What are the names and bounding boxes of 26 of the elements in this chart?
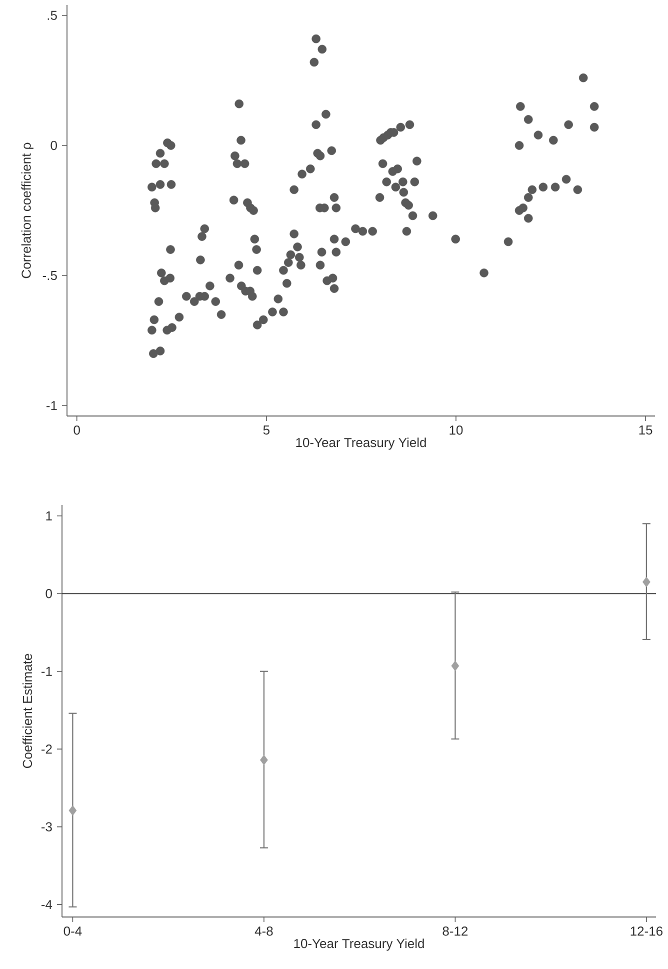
y-tick-label: -1 [46, 401, 57, 410]
y-tick-label: -4 [41, 900, 52, 910]
point [68, 805, 77, 816]
x-tick-label: 0-4 [64, 926, 82, 936]
x-tick-label: 0 [74, 426, 80, 435]
y-tick-label: -3 [41, 822, 52, 832]
y-tick-label: -1 [41, 666, 52, 676]
y-tick-label: -.5 [42, 270, 57, 280]
x-tick-label: 15 [639, 426, 652, 435]
x-axis-title: 10-Year Treasury Yield [296, 438, 426, 450]
y-tick-label: 0 [50, 140, 57, 150]
point [260, 754, 268, 766]
y-tick-label: 0 [46, 589, 52, 598]
y-tick-label: -2 [41, 744, 52, 754]
x-tick-label: 5 [263, 426, 270, 435]
y-tick-label: 1 [46, 511, 52, 520]
point [451, 660, 460, 672]
x-axis-title: 10-Year Treasury Yield [294, 938, 424, 951]
x-tick-label: 4-8 [254, 926, 273, 936]
point [642, 576, 650, 588]
x-tick-label: 8-12 [442, 926, 468, 936]
y-axis-title: Correlation coefficient ρ [21, 142, 34, 278]
y-tick-label: .5 [48, 10, 57, 20]
x-tick-label: 10 [450, 426, 463, 435]
y-axis-title: Coefficient Estimate [22, 654, 32, 768]
x-tick-label: 12-16 [630, 926, 662, 936]
